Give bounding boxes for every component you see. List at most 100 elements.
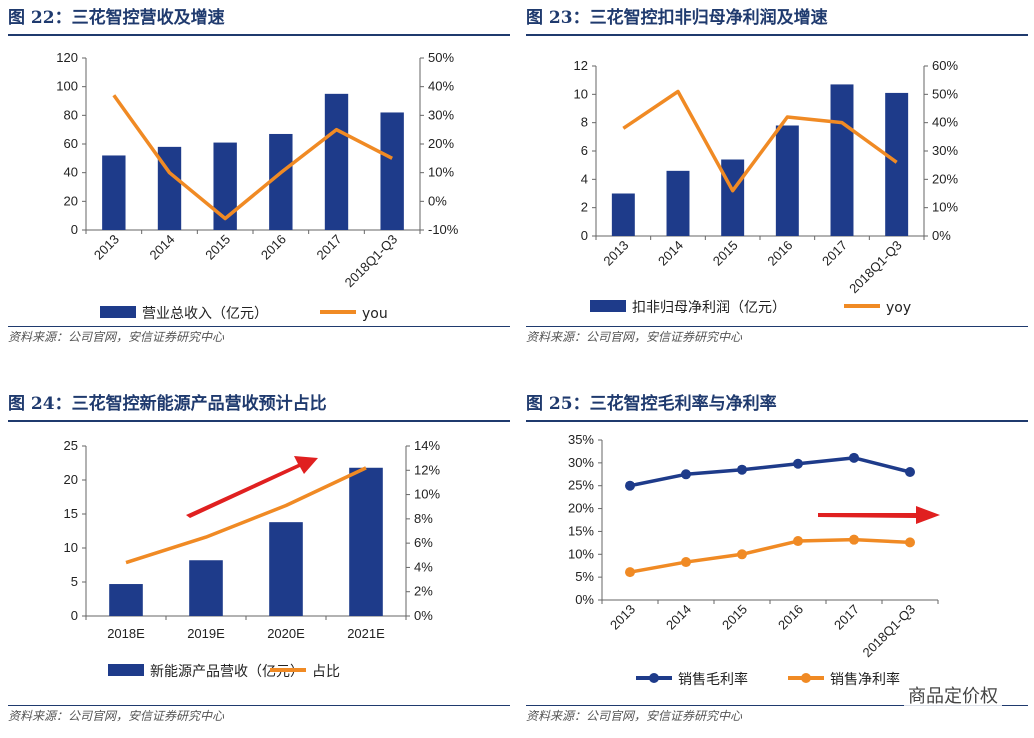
figure-22-bottom-rule xyxy=(8,326,510,327)
y-tick-label: 30% xyxy=(568,455,594,470)
line-point xyxy=(905,467,915,477)
x-tick-label: 2015 xyxy=(202,232,233,263)
y-tick-label: 6 xyxy=(581,143,588,158)
bar xyxy=(611,193,635,236)
y-tick-label: 100 xyxy=(56,79,78,94)
figure-24-panel: 图 24：三花智控新能源产品营收预计占比 0 5 10 15 20 25 0% 2% 4% 6% 8… xyxy=(8,392,510,732)
y2-tick-label: 0% xyxy=(932,228,951,243)
figure-23-chart-svg: 0 2 4 6 8 10 12 0% 10% 20% 30% 40% 50% 60% 2013 2014 201… xyxy=(574,58,959,316)
line-point xyxy=(737,549,747,560)
series-line xyxy=(629,537,911,574)
figure-25-chart-svg: 0% 5% 10% 15% 20% 25% 30% 35% 2013 2014 2015 2016 20… xyxy=(568,432,940,688)
line-point xyxy=(849,452,859,463)
line-point xyxy=(849,534,859,545)
x-tick-label: 2021E xyxy=(347,626,385,641)
y-tick-label: 20 xyxy=(64,472,78,487)
y-tick-label: 0 xyxy=(581,228,588,243)
y-tick-label: 80 xyxy=(64,107,78,122)
y2-tick-label: 6% xyxy=(414,535,433,550)
x-tick-label: 2018Q1-Q3 xyxy=(846,238,905,297)
x-tick-label: 2018Q1-Q3 xyxy=(342,232,401,291)
figure-24-top-rule xyxy=(8,420,510,422)
figure-23-chart: 0 2 4 6 8 10 12 0% 10% 20% 30% 40% 50% 60% 2013 2014 201… xyxy=(526,40,1028,332)
bar xyxy=(349,467,383,616)
y2-tick-label: -10% xyxy=(428,222,459,237)
bar xyxy=(269,522,303,616)
trend-arrow-icon xyxy=(818,506,940,524)
y-tick-label: 4 xyxy=(581,171,588,186)
y-tick-label: 0 xyxy=(71,608,78,623)
y2-tick-label: 20% xyxy=(932,171,958,186)
figure-22-chart: 0 20 40 60 80 100 120 -10% 0% 10% 20% 30% 40% 50% 2013… xyxy=(8,40,510,332)
line-point xyxy=(905,537,915,548)
x-tick-label: 2016 xyxy=(764,238,795,269)
x-tick-label: 2016 xyxy=(775,602,806,633)
figure-22-title: 图 22：三花智控营收及增速 xyxy=(8,8,225,28)
x-tick-label: 2013 xyxy=(607,602,638,633)
bar xyxy=(189,560,223,616)
y2-tick-label: 10% xyxy=(932,200,958,215)
y2-tick-label: 10% xyxy=(428,165,454,180)
x-tick-label: 2015 xyxy=(719,602,750,633)
figure-22-source: 资料来源：公司官网，安信证券研究中心 xyxy=(8,330,225,344)
y2-tick-label: 40% xyxy=(428,79,454,94)
line-point xyxy=(625,480,635,491)
x-tick-label: 2014 xyxy=(147,232,178,263)
legend-label: 扣非归母净利润（亿元） xyxy=(632,299,786,316)
legend-label: 销售净利率 xyxy=(830,671,900,688)
watermark-label: 商品定价权 xyxy=(904,682,1002,708)
figure-23-top-rule xyxy=(526,34,1028,36)
figure-23-title: 图 23：三花智控扣非归母净利润及增速 xyxy=(526,8,828,28)
figure-25-panel: 图 25：三花智控毛利率与净利率 0% 5% 10% 15% 20% 25% 30% 35% 2… xyxy=(526,392,1028,732)
legend-label: 营业总收入（亿元） xyxy=(142,306,268,322)
series-line xyxy=(622,89,898,193)
y-tick-label: 25% xyxy=(568,478,594,493)
line-point xyxy=(681,557,691,568)
series-line xyxy=(629,456,911,488)
legend-swatch-bar xyxy=(100,306,136,318)
y2-tick-label: 2% xyxy=(414,584,433,599)
y2-tick-label: 20% xyxy=(428,136,454,151)
y2-tick-label: 10% xyxy=(414,487,440,502)
line-point xyxy=(625,567,635,578)
figure-24-source: 资料来源：公司官网，安信证券研究中心 xyxy=(8,709,225,723)
x-tick-label: 2013 xyxy=(600,238,631,269)
y-tick-label: 120 xyxy=(56,50,78,65)
y2-tick-label: 30% xyxy=(428,107,454,122)
y-tick-label: 10 xyxy=(64,540,78,555)
y2-tick-label: 0% xyxy=(414,608,433,623)
y-tick-label: 10 xyxy=(574,86,588,101)
figure-22-panel: 图 22：三花智控营收及增速 0 20 40 60 80 100 120 -10% 0% 10% 2… xyxy=(8,6,510,356)
bar xyxy=(721,159,745,236)
figure-23-bottom-rule xyxy=(526,326,1028,327)
y-tick-label: 15 xyxy=(64,506,78,521)
figure-24-chart-svg: 0 5 10 15 20 25 0% 2% 4% 6% 8% 10% 12% 14% 2018E 2019E 2… xyxy=(64,438,441,680)
y-tick-label: 8 xyxy=(581,115,588,130)
x-tick-label: 2014 xyxy=(663,602,694,633)
bar xyxy=(830,84,854,236)
legend-label: 新能源产品营收（亿元） xyxy=(150,664,304,680)
y-tick-label: 20 xyxy=(64,193,78,208)
bar xyxy=(269,133,293,230)
figure-25-chart: 0% 5% 10% 15% 20% 25% 30% 35% 2013 2014 2015 2016 20… xyxy=(526,426,1028,704)
bar xyxy=(213,142,237,230)
figure-23-panel: 图 23：三花智控扣非归母净利润及增速 0 2 4 6 8 10 12 0% 10% 20% 30%… xyxy=(526,6,1028,356)
bar xyxy=(102,155,126,230)
y-tick-label: 5% xyxy=(575,569,594,584)
figure-24-title: 图 24：三花智控新能源产品营收预计占比 xyxy=(8,394,327,414)
legend-label: 占比 xyxy=(312,664,340,680)
y2-tick-label: 4% xyxy=(414,559,433,574)
bar xyxy=(380,112,404,230)
line-point xyxy=(681,469,691,480)
y-tick-label: 25 xyxy=(64,438,78,453)
y-tick-label: 35% xyxy=(568,432,594,447)
x-tick-label: 2017 xyxy=(831,602,862,633)
figure-24-chart: 0 5 10 15 20 25 0% 2% 4% 6% 8% 10% 12% 14% 2018E 2019E 2… xyxy=(8,426,510,704)
legend-swatch-marker xyxy=(649,673,659,683)
legend-label: you xyxy=(362,306,388,322)
figure-23-source: 资料来源：公司官网，安信证券研究中心 xyxy=(526,330,743,344)
line-point xyxy=(793,536,803,547)
y-tick-label: 5 xyxy=(71,574,78,589)
x-tick-label: 2019E xyxy=(187,626,225,641)
y-tick-label: 15% xyxy=(568,523,594,538)
